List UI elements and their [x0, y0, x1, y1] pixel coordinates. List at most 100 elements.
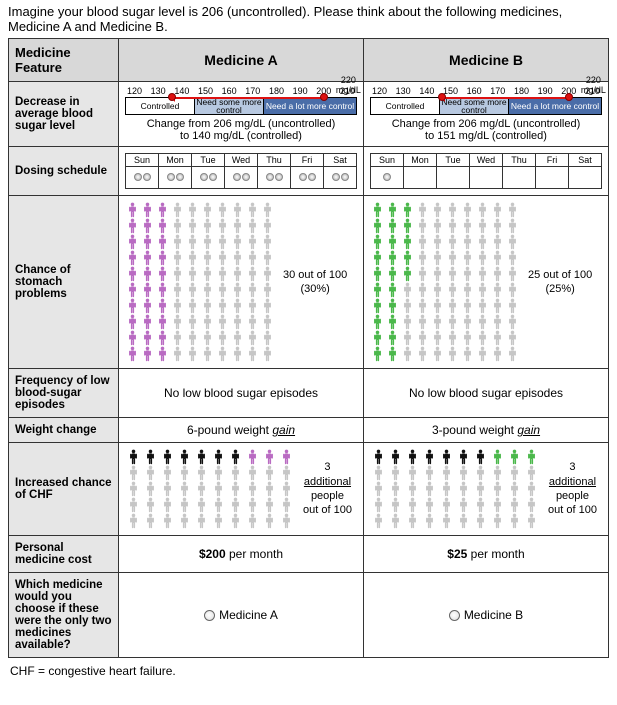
person-icon	[460, 298, 475, 314]
person-icon	[490, 346, 505, 362]
person-icon	[260, 330, 275, 346]
person-icon	[387, 513, 404, 529]
person-icon	[415, 250, 430, 266]
person-icon	[404, 513, 421, 529]
person-icon	[404, 465, 421, 481]
person-icon	[430, 314, 445, 330]
person-icon	[490, 234, 505, 250]
person-icon	[155, 266, 170, 282]
person-icon	[370, 346, 385, 362]
person-icon	[170, 330, 185, 346]
person-icon	[460, 282, 475, 298]
person-icon	[260, 346, 275, 362]
person-icon	[505, 314, 520, 330]
person-icon	[438, 449, 455, 465]
person-icon	[260, 282, 275, 298]
row-lowbs: Frequency of low blood-sugar episodes No…	[9, 369, 609, 418]
person-icon	[210, 497, 227, 513]
person-icon	[370, 497, 387, 513]
pill-icon	[176, 173, 184, 181]
person-icon	[215, 202, 230, 218]
person-icon	[125, 218, 140, 234]
person-icon	[142, 449, 159, 465]
choice-a-label: Medicine A	[219, 608, 278, 622]
person-icon	[244, 513, 261, 529]
person-icon	[215, 330, 230, 346]
radio-med-b[interactable]	[449, 610, 460, 621]
row-decrease: Decrease in average blood sugar level 12…	[9, 82, 609, 147]
person-icon	[185, 266, 200, 282]
person-icon	[505, 218, 520, 234]
person-icon	[404, 449, 421, 465]
pill-icon	[200, 173, 208, 181]
person-icon	[400, 202, 415, 218]
person-icon	[170, 282, 185, 298]
row-chf: Increased chance of CHF 3additionalpeopl…	[9, 443, 609, 536]
person-icon	[155, 314, 170, 330]
person-icon	[159, 465, 176, 481]
person-icon	[261, 465, 278, 481]
person-icon	[506, 449, 523, 465]
person-icon	[506, 481, 523, 497]
person-icon	[400, 282, 415, 298]
person-icon	[523, 449, 540, 465]
label-dosing: Dosing schedule	[9, 147, 119, 196]
person-icon	[230, 298, 245, 314]
person-icon	[438, 481, 455, 497]
person-icon	[230, 282, 245, 298]
person-icon	[506, 465, 523, 481]
person-icon	[170, 234, 185, 250]
intro-text: Imagine your blood sugar level is 206 (u…	[8, 4, 609, 34]
person-icon	[385, 218, 400, 234]
person-icon	[245, 330, 260, 346]
person-icon	[227, 481, 244, 497]
person-icon	[142, 513, 159, 529]
pill-icon	[341, 173, 349, 181]
person-icon	[430, 266, 445, 282]
person-icon	[245, 266, 260, 282]
person-icon	[385, 202, 400, 218]
person-icon	[140, 202, 155, 218]
person-icon	[176, 465, 193, 481]
person-icon	[430, 330, 445, 346]
person-icon	[370, 330, 385, 346]
person-icon	[370, 465, 387, 481]
person-icon	[261, 497, 278, 513]
person-icon	[506, 513, 523, 529]
pill-icon	[242, 173, 250, 181]
pill-icon	[134, 173, 142, 181]
person-icon	[505, 266, 520, 282]
person-icon	[523, 497, 540, 513]
person-icon	[385, 298, 400, 314]
person-icon	[400, 250, 415, 266]
person-icon	[200, 282, 215, 298]
person-icon	[438, 513, 455, 529]
radio-med-a[interactable]	[204, 610, 215, 621]
person-icon	[490, 298, 505, 314]
person-icon	[370, 481, 387, 497]
person-icon	[438, 497, 455, 513]
person-icon	[370, 234, 385, 250]
person-icon	[261, 449, 278, 465]
person-icon	[490, 282, 505, 298]
cell-stomach-b: 25 out of 100(25%)	[364, 196, 609, 369]
person-icon	[140, 330, 155, 346]
person-icon	[215, 250, 230, 266]
row-cost: Personal medicine cost $200 per month $2…	[9, 536, 609, 573]
person-icon	[370, 314, 385, 330]
person-icon	[155, 234, 170, 250]
person-icon	[455, 481, 472, 497]
person-icon	[415, 314, 430, 330]
person-icon	[170, 346, 185, 362]
person-icon	[155, 218, 170, 234]
person-icon	[170, 266, 185, 282]
person-icon	[210, 449, 227, 465]
person-icon	[155, 346, 170, 362]
person-icon	[260, 218, 275, 234]
comparison-table: Medicine Feature Medicine A Medicine B D…	[8, 38, 609, 658]
person-icon	[370, 282, 385, 298]
cost-b-val: $25	[447, 547, 467, 561]
person-icon	[125, 481, 142, 497]
person-icon	[505, 282, 520, 298]
person-icon	[445, 218, 460, 234]
